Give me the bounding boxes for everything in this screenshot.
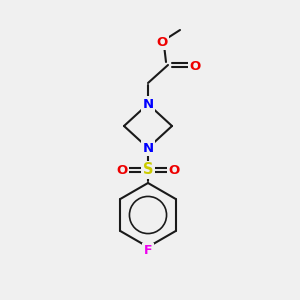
- Text: O: O: [189, 61, 201, 74]
- Text: O: O: [116, 164, 128, 176]
- Text: O: O: [168, 164, 180, 176]
- Text: N: N: [142, 98, 154, 110]
- Text: N: N: [142, 142, 154, 154]
- Text: F: F: [144, 244, 152, 257]
- Text: S: S: [143, 163, 153, 178]
- Text: O: O: [156, 35, 168, 49]
